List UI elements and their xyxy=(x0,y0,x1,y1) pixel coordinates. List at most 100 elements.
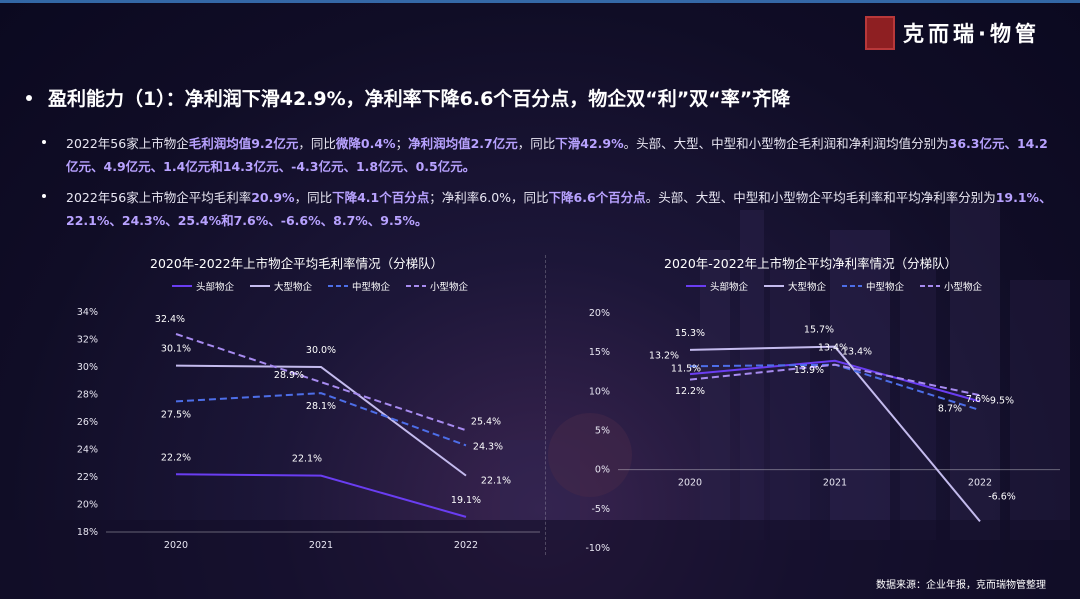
bullet-item-2: 2022年56家上市物企平均毛利率20.9%，同比下降4.1个百分点；净利率6.… xyxy=(42,186,1052,232)
y-tick-label: 20% xyxy=(589,308,610,319)
page-title: 盈利能力（1）：净利润下滑42.9%，净利率下降6.6个百分点，物企双“利”双“… xyxy=(48,88,791,110)
legend-swatch-icon xyxy=(406,285,427,287)
bullet-list: 2022年56家上市物企毛利润均值9.2亿元，同比微降0.4%；净利润均值2.7… xyxy=(42,132,1052,240)
legend-item: 头部物企 xyxy=(172,279,234,293)
series-line xyxy=(175,473,467,518)
body-text: ，同比 xyxy=(517,136,556,151)
data-label: 30.1% xyxy=(161,344,191,355)
series-line xyxy=(175,364,467,477)
legend-label: 头部物企 xyxy=(196,282,235,293)
y-tick-label: 34% xyxy=(77,307,98,318)
body-text: 2022年56家上市物企 xyxy=(66,136,189,151)
legend-label: 大型物企 xyxy=(274,282,313,293)
legend-swatch-icon xyxy=(172,285,192,287)
data-label: 30.0% xyxy=(306,345,336,356)
brand-logo: 克而瑞·物管 xyxy=(865,16,1040,50)
data-label: 32.4% xyxy=(155,314,185,325)
legend-swatch-icon xyxy=(764,285,785,287)
legend-item: 大型物企 xyxy=(764,279,826,293)
legend-label: 中型物企 xyxy=(866,282,905,293)
bullet-text: 2022年56家上市物企平均毛利率20.9%，同比下降4.1个百分点；净利率6.… xyxy=(66,186,1052,232)
body-text: ；净利率6.0%，同比 xyxy=(429,190,549,205)
highlight-text: 20.9% xyxy=(251,190,295,205)
y-tick-label: 0% xyxy=(595,465,610,476)
body-text: ； xyxy=(395,136,409,151)
data-label: 19.1% xyxy=(451,495,481,506)
legend-label: 中型物企 xyxy=(352,282,391,293)
highlight-text: 毛利润均值9.2亿元 xyxy=(188,136,299,151)
x-tick-label: 2022 xyxy=(454,540,478,551)
body-text: ，同比 xyxy=(298,136,336,151)
highlight-text: 下滑42.9% xyxy=(555,136,624,151)
bullet-dot-icon xyxy=(42,140,46,144)
y-tick-label: 20% xyxy=(77,500,98,511)
data-label: 15.3% xyxy=(675,328,705,339)
data-label: 22.1% xyxy=(292,454,322,465)
legend-item: 小型物企 xyxy=(920,279,982,293)
bullet-item-1: 2022年56家上市物企毛利润均值9.2亿元，同比微降0.4%；净利润均值2.7… xyxy=(42,132,1052,178)
legend-label: 大型物企 xyxy=(788,282,827,293)
data-label: 24.3% xyxy=(473,441,503,452)
body-text: ，同比 xyxy=(294,190,333,205)
data-label: 27.5% xyxy=(161,409,191,420)
y-tick-label: 30% xyxy=(77,362,98,373)
x-tick-label: 2022 xyxy=(968,478,992,489)
series-line xyxy=(689,363,981,397)
data-label: 9.5% xyxy=(990,395,1014,406)
legend-item: 中型物企 xyxy=(842,279,904,293)
data-label: 25.4% xyxy=(471,416,501,427)
y-tick-label: 32% xyxy=(77,335,98,346)
body-text: 。头部、大型、中型和小型物企毛利润和净利润均值分别为 xyxy=(623,136,949,151)
series-line xyxy=(175,392,467,447)
highlight-text: 微降0.4% xyxy=(335,136,396,151)
legend-item: 头部物企 xyxy=(686,279,748,293)
legend-label: 头部物企 xyxy=(710,282,749,293)
legend-label: 小型物企 xyxy=(430,282,469,293)
data-label: 22.1% xyxy=(481,476,511,487)
legend-item: 小型物企 xyxy=(406,279,468,293)
legend-swatch-icon xyxy=(686,285,706,287)
data-label: 7.6% xyxy=(966,394,990,405)
data-label: 15.7% xyxy=(804,325,834,336)
legend-item: 大型物企 xyxy=(250,279,312,293)
bullet-dot-icon xyxy=(42,194,46,198)
highlight-text: 下降6.6个百分点 xyxy=(548,190,646,205)
y-tick-label: 28% xyxy=(77,390,98,401)
y-tick-label: -10% xyxy=(585,543,610,554)
legend-swatch-icon xyxy=(842,285,863,287)
series-line xyxy=(689,359,981,403)
x-tick-label: 2021 xyxy=(309,540,333,551)
highlight-text: 净利润均值2.7亿元 xyxy=(408,136,518,151)
headline: 盈利能力（1）：净利润下滑42.9%，净利率下降6.6个百分点，物企双“利”双“… xyxy=(26,84,790,111)
y-tick-label: 26% xyxy=(77,417,98,428)
series-line xyxy=(175,333,467,432)
chart-title-gross-margin: 2020年-2022年上市物企平均毛利率情况（分梯队） xyxy=(150,256,444,271)
body-text: 2022年56家上市物企平均毛利率 xyxy=(66,190,252,205)
data-label: 8.7% xyxy=(938,404,962,415)
highlight-text: 19.1%、22.1%、24.3%、25.4%和7.6%、-6.6%、8.7%、… xyxy=(66,190,1052,228)
series-line xyxy=(689,363,981,412)
y-tick-label: 10% xyxy=(589,386,610,397)
data-label: 13.4% xyxy=(842,347,872,358)
bullet-dot-icon xyxy=(26,94,32,101)
data-label: 11.5% xyxy=(671,364,701,375)
legend-gross-margin: 头部物企 大型物企 中型物企 小型物企 xyxy=(172,279,468,293)
seal-icon xyxy=(865,16,896,50)
data-label: 12.2% xyxy=(675,386,705,397)
bullet-text: 2022年56家上市物企毛利润均值9.2亿元，同比微降0.4%；净利润均值2.7… xyxy=(66,132,1052,178)
highlight-text: 36.3亿元、14.2亿元、4.9亿元、1.4亿元和14.3亿元、-4.3亿元、… xyxy=(66,136,1048,174)
y-tick-label: 5% xyxy=(595,426,610,437)
brand-name: 克而瑞·物管 xyxy=(903,22,1040,46)
legend-net-margin: 头部物企 大型物企 中型物企 小型物企 xyxy=(686,279,982,293)
data-label: 28.1% xyxy=(306,401,336,412)
legend-label: 小型物企 xyxy=(944,282,983,293)
x-tick-label: 2020 xyxy=(164,540,188,551)
y-tick-label: 22% xyxy=(77,472,98,483)
chart-title-net-margin: 2020年-2022年上市物企平均净利率情况（分梯队） xyxy=(664,256,958,271)
y-tick-label: -5% xyxy=(592,504,611,515)
legend-swatch-icon xyxy=(250,285,271,287)
chart-divider xyxy=(545,255,546,555)
x-tick-label: 2020 xyxy=(678,478,702,489)
